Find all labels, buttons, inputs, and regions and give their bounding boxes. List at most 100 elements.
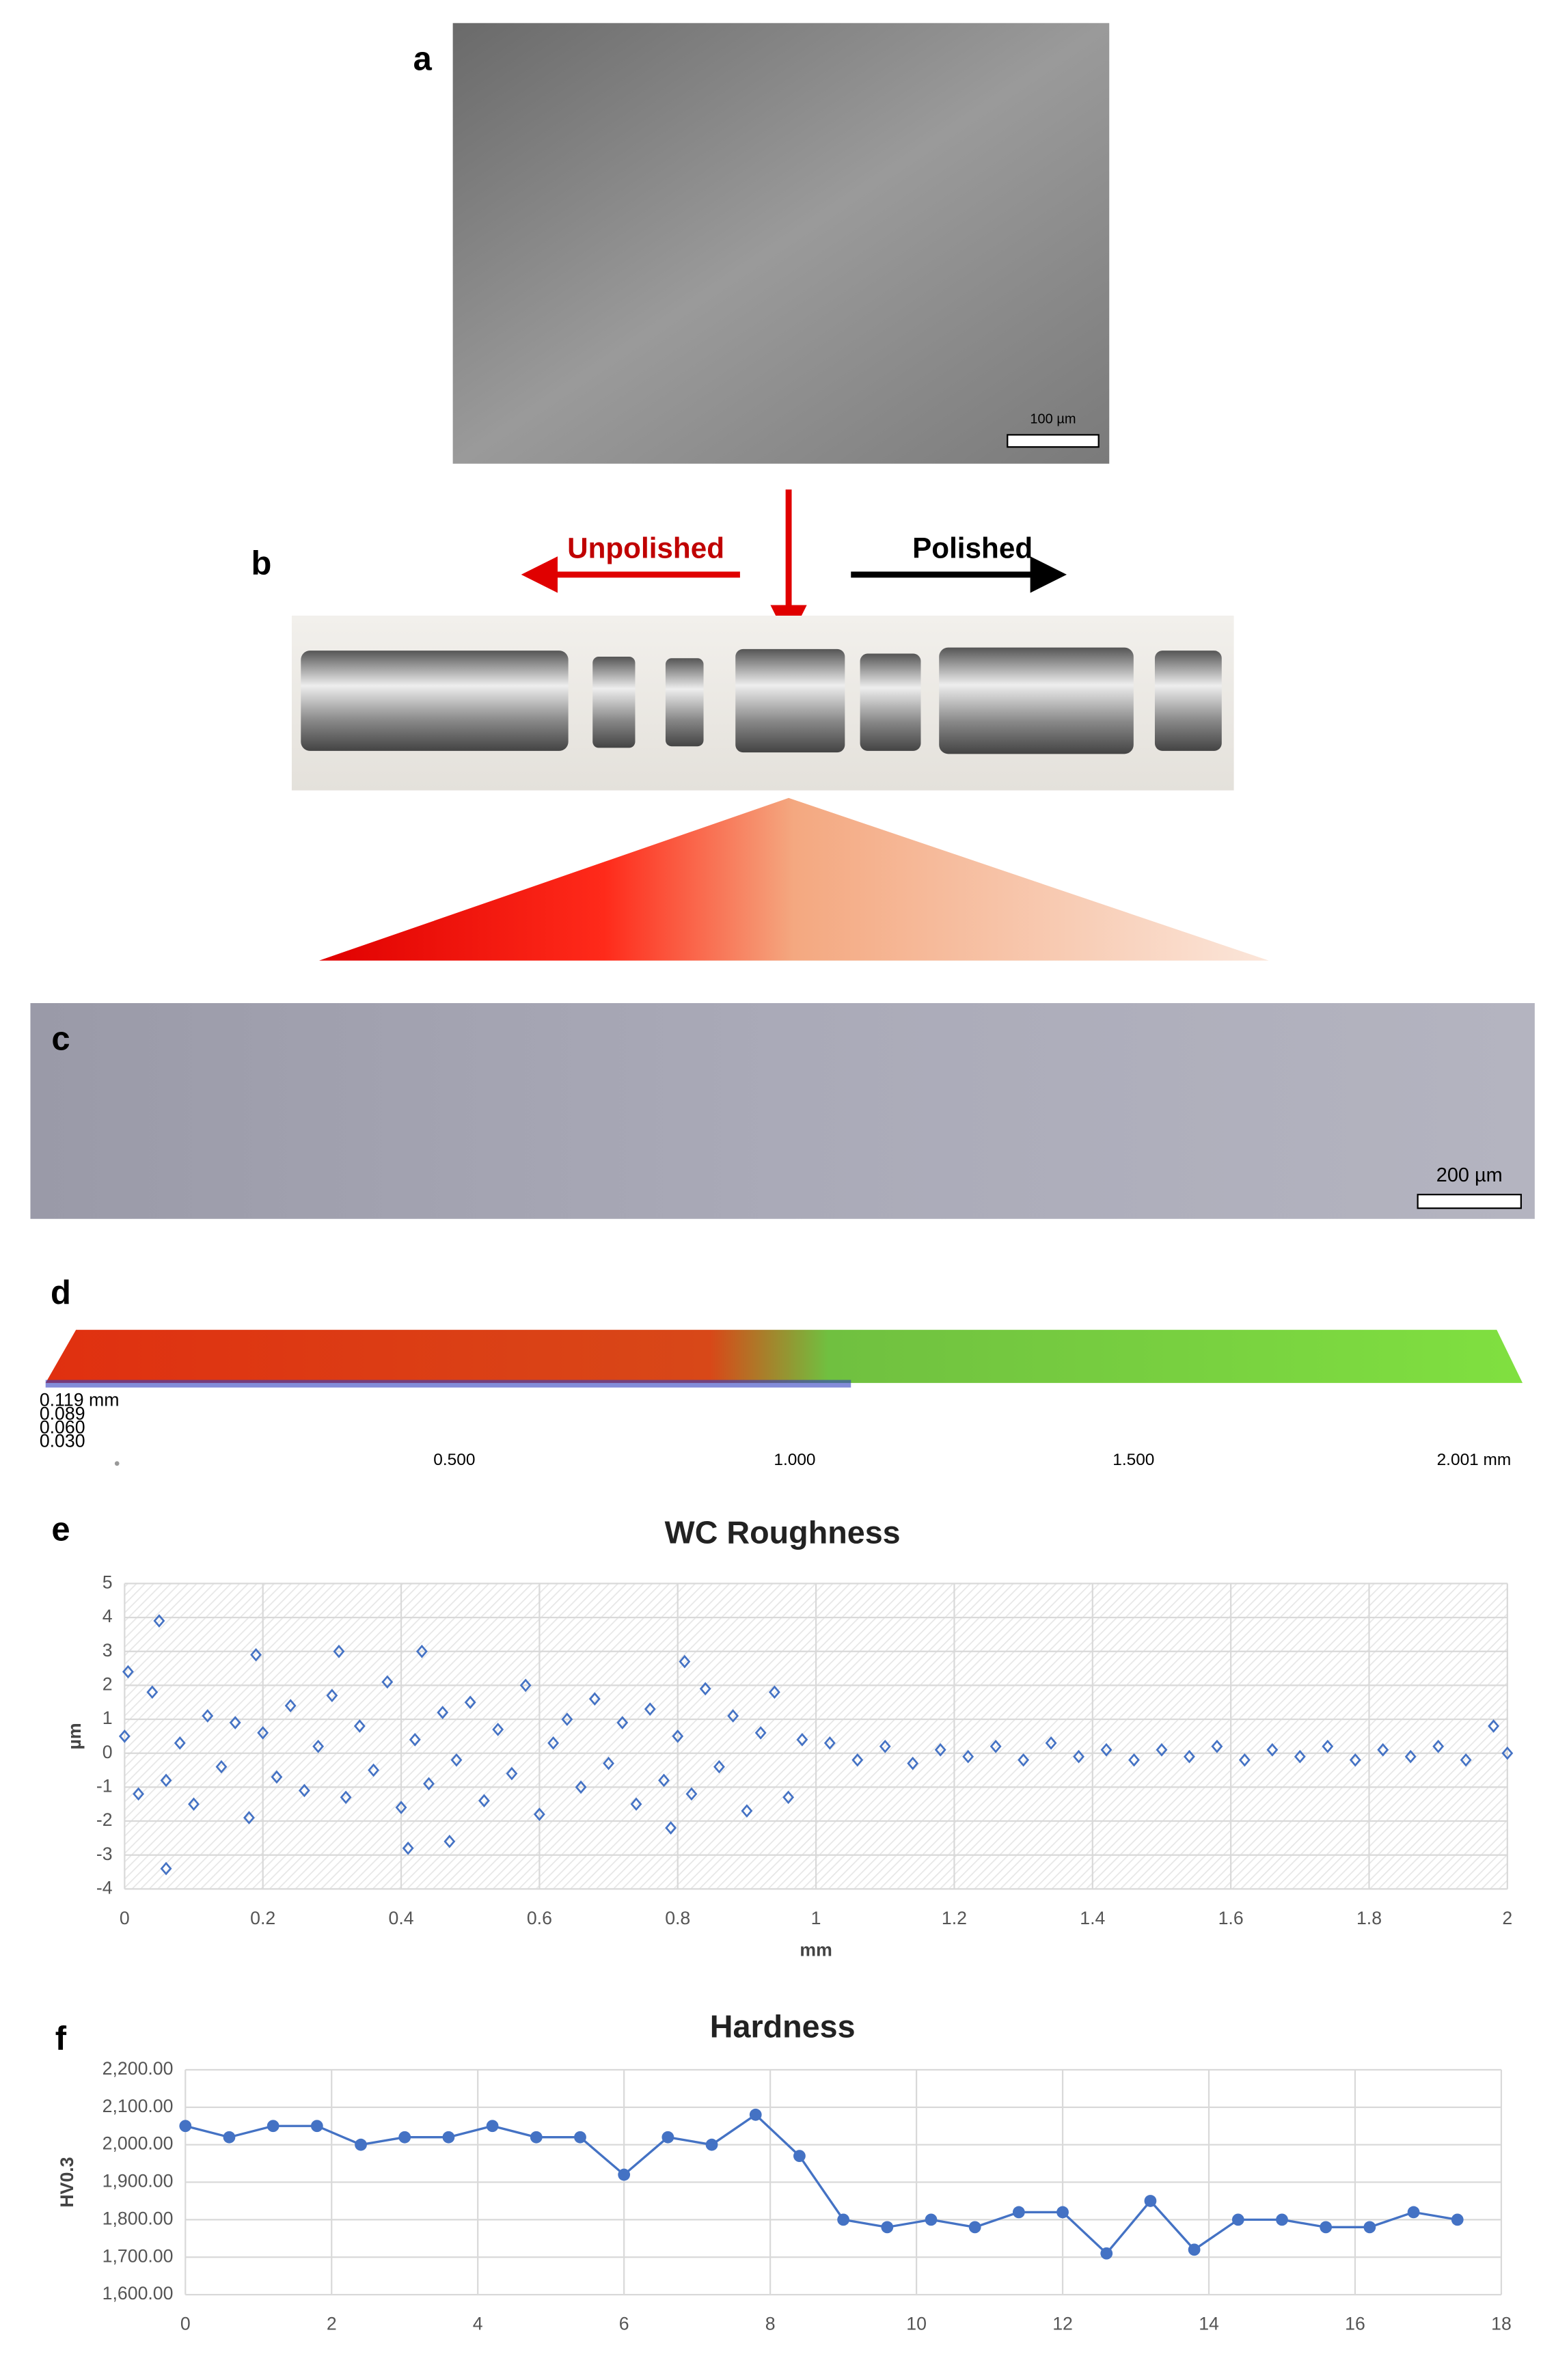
y-tick-label: 4 [103,1606,113,1626]
y-tick-label: -1 [96,1775,113,1796]
micrograph [30,1002,1535,1219]
point [1460,1753,1472,1767]
x-tick-label: 12 [1052,2314,1073,2334]
x-tick-label: 0 [180,2314,191,2334]
scale-bar [1007,434,1100,448]
point [741,1804,753,1818]
point [398,2131,411,2144]
origin-dot [114,1461,120,1466]
y-tick-label: 2,100.00 [103,2096,174,2116]
point [851,1753,864,1767]
x-tick-label: 1.2 [942,1908,967,1928]
x-tick-label: 10 [906,2314,927,2334]
x-label: 1.000 [774,1451,815,1469]
point [823,1736,836,1750]
point [1128,1753,1140,1767]
y-tick-label: 3 [103,1640,113,1660]
chart-title: Hardness [710,2008,856,2044]
point [665,1821,677,1835]
point [1294,1749,1306,1764]
point [1156,1742,1168,1757]
point [1404,1749,1417,1764]
point [1407,2206,1420,2219]
point [989,1739,1002,1753]
point [1266,1742,1279,1757]
point [768,1685,780,1699]
point [202,1709,214,1723]
x-tick-label: 1 [811,1908,821,1928]
x-tick-label: 0.8 [665,1908,690,1928]
point [326,1688,338,1703]
point [1276,2213,1288,2226]
panel-label: b [251,545,272,582]
x-tick-label: 2 [1502,1908,1512,1928]
point [229,1716,241,1729]
point [561,1712,573,1726]
point [925,2213,938,2226]
point [160,1861,172,1876]
point [284,1699,297,1713]
y-tick-label: -4 [96,1877,113,1898]
point [1231,2213,1244,2226]
y-tick-label: 1,700.00 [103,2245,174,2266]
line [185,2113,1458,2256]
point [122,1665,134,1679]
z-label: 0.089 [40,1404,85,1424]
point [793,2150,806,2163]
point [749,2108,762,2121]
x-tick-label: 0.4 [389,1908,414,1928]
point [1100,1742,1113,1757]
chart-title: WC Roughness [665,1515,901,1550]
point [271,1770,283,1784]
point [340,1790,352,1805]
point [1488,1719,1500,1733]
point [437,1706,449,1719]
point [1501,1746,1514,1760]
point [907,1756,919,1770]
point [533,1807,545,1821]
point [298,1783,310,1798]
point [644,1702,656,1716]
point [727,1709,739,1723]
point [160,1773,172,1788]
point [353,1719,366,1733]
panel-label: d [51,1274,71,1311]
point [881,2221,894,2234]
y-tick-label: 0 [103,1742,113,1762]
x-tick-label: 0 [120,1908,130,1928]
x-tick-label: 0.6 [527,1908,552,1928]
scale-label: 200 µm [1436,1164,1503,1186]
point [879,1739,891,1753]
y-tick-label: 5 [103,1572,113,1592]
point [1211,1739,1223,1753]
y-axis-label: µm [64,1723,85,1749]
point [443,1835,456,1848]
panel-label: e [51,1512,70,1548]
point [1056,2206,1069,2219]
point [1045,1736,1057,1750]
x-label: 2.001 mm [1437,1451,1512,1469]
point [1451,2213,1464,2226]
point [519,1678,532,1693]
point [603,1756,614,1770]
point [1012,2206,1025,2219]
x-tick-label: 1.8 [1356,1908,1382,1928]
point [409,1733,421,1747]
point [616,1716,629,1729]
y-tick-label: -2 [96,1809,113,1830]
point [754,1726,767,1740]
z-label: 0.030 [40,1431,85,1451]
point [618,2168,631,2181]
point [1184,1749,1195,1764]
point [685,1787,698,1801]
point [146,1685,159,1699]
point [415,1644,428,1658]
x-tick-label: 8 [765,2314,776,2334]
point [395,1801,407,1815]
point [1188,2243,1201,2256]
point [423,1777,435,1791]
profile-shadow [45,1380,851,1388]
x-tick-label: 1.6 [1218,1908,1244,1928]
x-tick-label: 18 [1491,2314,1512,2334]
